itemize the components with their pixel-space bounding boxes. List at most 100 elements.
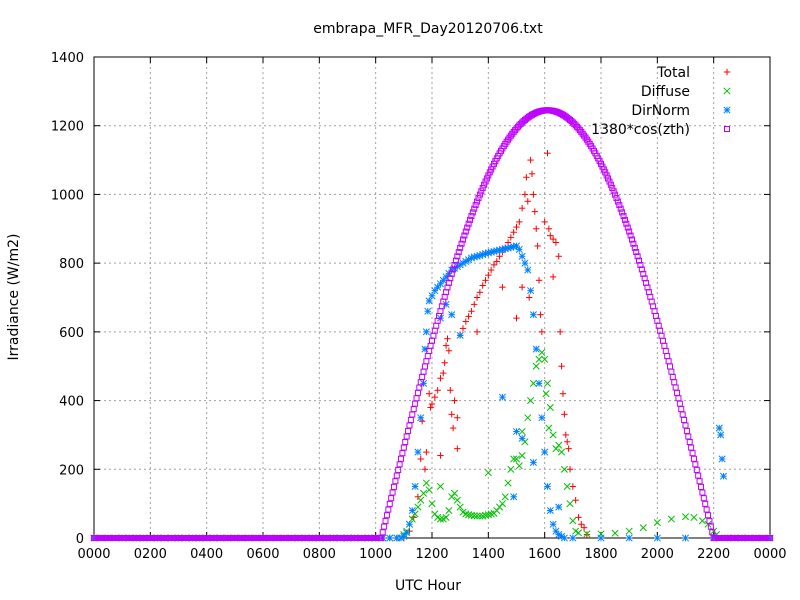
data-point [504,479,512,487]
data-point [510,455,518,463]
data-point [668,368,675,375]
data-point [482,178,489,185]
data-point [417,414,425,422]
data-point [685,433,692,440]
data-point [386,534,394,542]
data-point [682,422,689,429]
data-point [561,411,568,418]
data-point [462,510,470,518]
data-point [481,511,490,519]
y-tick-label: 800 [59,257,84,272]
data-point [454,445,461,452]
data-point [693,466,700,473]
data-point [709,529,716,536]
data-point [706,517,713,524]
data-point [452,257,459,264]
data-point [459,236,466,243]
data-point [419,489,428,497]
y-tick-label: 1400 [51,51,84,66]
data-point [659,337,666,344]
data-point [487,510,495,518]
data-point [471,205,478,212]
data-point [407,416,414,423]
data-point [451,397,458,404]
data-point [388,495,395,502]
data-point [474,198,481,205]
data-point [625,527,633,535]
data-point [442,342,450,349]
data-point [661,342,668,349]
data-point [529,458,537,466]
data-point [549,431,557,439]
data-point [628,236,635,243]
data-point [421,345,429,353]
data-point [610,188,617,195]
data-point [638,266,645,273]
data-point [671,379,678,386]
data-point [525,294,533,301]
data-point [527,397,535,405]
data-point [476,289,484,296]
data-point [414,389,421,396]
data-point [572,497,579,504]
data-point [427,404,434,411]
legend-label: 1380*cos(zth) [591,122,690,138]
data-point [699,489,706,496]
data-point [614,198,621,205]
data-point [448,411,455,418]
data-point [580,524,588,531]
data-point [619,209,626,216]
data-point [447,387,454,394]
data-point [467,216,474,223]
data-point [498,393,506,401]
data-point [479,184,486,191]
data-point [527,287,535,295]
data-point [679,411,686,418]
data-point [456,331,464,339]
data-point [558,363,565,370]
data-point [512,427,521,436]
data-point [485,271,492,279]
data-point [464,224,471,231]
data-point [569,517,577,525]
data-point [705,512,712,519]
legend: Total Diffuse DirNorm 1380*cos(zth) [591,65,731,138]
data-point [399,450,406,457]
data-point [597,534,605,542]
data-point [381,523,388,530]
data-point [424,353,431,360]
x-tick-label: 1000 [359,547,392,562]
data-point [411,482,419,491]
data-point [403,529,411,537]
data-point [428,400,436,408]
data-point [402,439,409,446]
data-point [393,472,400,479]
data-point [681,513,690,521]
data-point [612,191,619,198]
data-point [473,512,481,520]
data-point [412,400,419,407]
data-point [532,362,540,370]
data-point [552,239,560,246]
data-point [512,455,521,463]
data-point [717,431,725,439]
data-point [385,506,392,513]
data-point [549,273,557,281]
data-point [620,213,627,220]
legend-marker [723,68,731,76]
data-point [718,455,726,463]
data-point [707,523,714,530]
data-point [609,184,616,191]
data-point [535,379,543,387]
data-point [437,452,444,459]
data-point [425,390,433,397]
data-point [421,466,429,473]
data-point [413,395,420,402]
data-point [606,178,613,185]
data-point [465,511,473,519]
data-point [543,482,552,491]
data-point [450,266,457,273]
data-point [534,242,541,250]
data-point [538,414,546,422]
data-point [627,232,634,239]
